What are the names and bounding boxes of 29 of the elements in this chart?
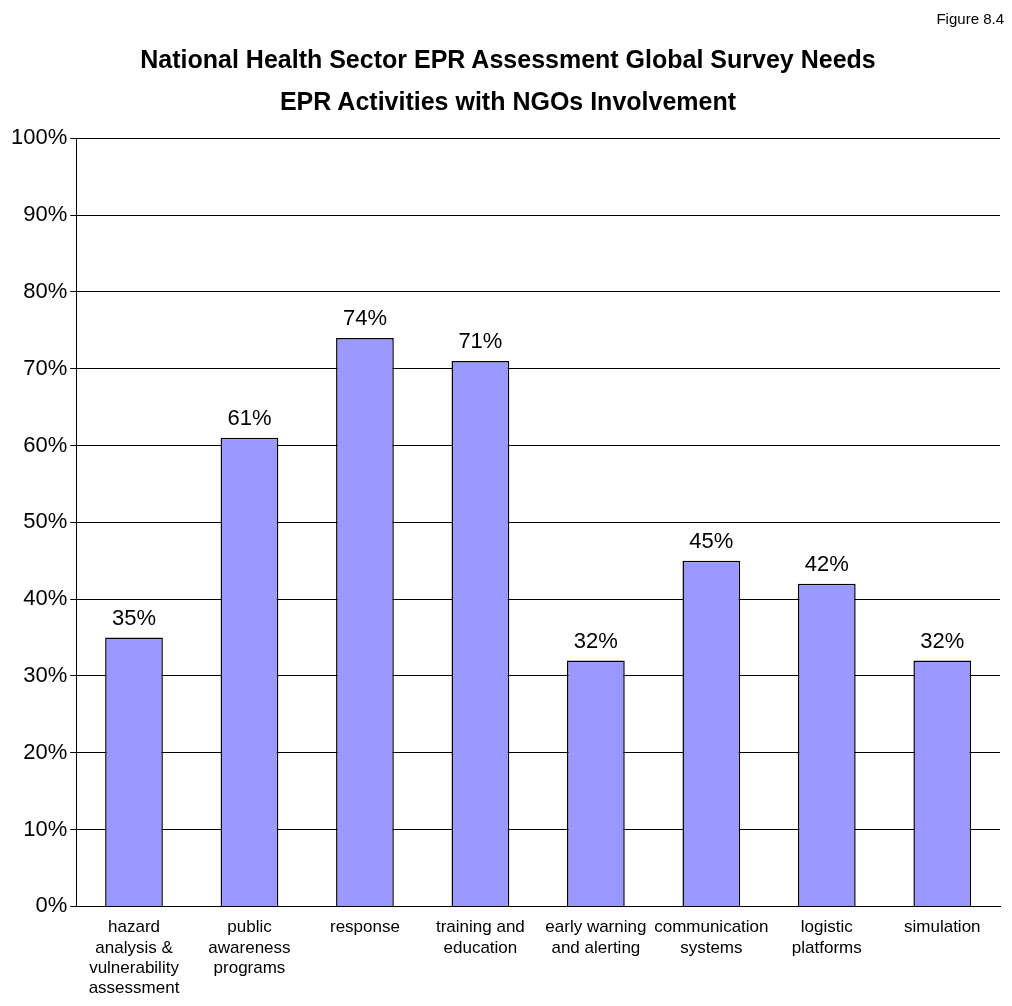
data-label: 32% — [573, 627, 618, 653]
x-tick-label: early warning and alerting — [545, 917, 647, 957]
y-tick-label: 80% — [23, 277, 68, 303]
y-tick-label: 90% — [23, 201, 68, 227]
data-label: 42% — [804, 550, 849, 576]
data-label: 32% — [920, 627, 965, 653]
y-tick-label: 60% — [23, 431, 68, 457]
y-tick-label: 70% — [23, 354, 68, 380]
x-tick-label: simulation — [903, 917, 981, 937]
x-tick-label: logistic platforms — [791, 917, 862, 957]
y-tick-label: 40% — [23, 585, 68, 611]
data-label: 35% — [111, 604, 157, 630]
caption: Figure 8.4 — [936, 10, 1004, 27]
data-label: 71% — [458, 328, 503, 354]
y-tick-label: 100% — [10, 124, 68, 150]
y-tick-label: 50% — [23, 508, 68, 534]
data-label: 45% — [689, 527, 734, 553]
x-tick-label: public awareness programs — [208, 917, 291, 978]
x-tick-label: response — [329, 917, 400, 937]
x-tick-label: hazard analysis & vulnerability assessment — [88, 917, 180, 998]
y-tick-label: 0% — [35, 892, 68, 918]
y-tick-label: 30% — [23, 662, 68, 687]
x-tick-label: training and education — [435, 917, 525, 957]
y-tick-label: 10% — [23, 815, 68, 841]
x-tick-label: communication systems — [654, 917, 769, 957]
data-label: 61% — [227, 404, 272, 430]
y-tick-label: 20% — [23, 738, 68, 764]
chart-title: National Health Sector EPR Assessment Global Survey Needs EPR Activities with NGOs Involvement — [139, 44, 877, 117]
data-label: 74% — [342, 304, 387, 330]
